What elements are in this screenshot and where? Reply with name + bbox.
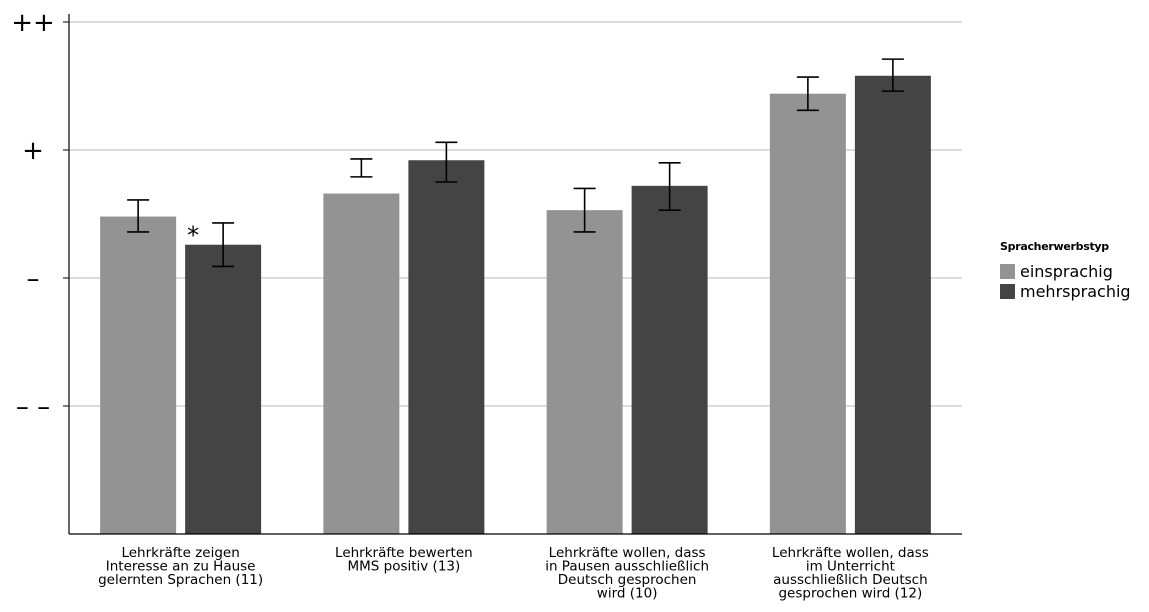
x-tick-label-line: Lehrkräfte bewerten xyxy=(335,545,473,561)
legend: Spracherwerbstyp einsprachig mehrsprachi… xyxy=(1000,240,1131,301)
bar-einsprachig-2 xyxy=(323,193,400,534)
legend-swatch-mehrsprachig xyxy=(1000,283,1015,299)
bar-einsprachig-3 xyxy=(546,210,623,534)
x-tick-label-line: Deutsch gesprochen xyxy=(558,572,697,588)
x-tick-label: Lehrkräfte wollen, dass im Unterricht auss… xyxy=(772,545,929,602)
significance-marker: * xyxy=(187,222,199,250)
x-tick-label-line: gelernten Sprachen (11) xyxy=(98,572,263,588)
x-tick-label-line: MMS positiv (13) xyxy=(347,559,460,575)
y-tick-label: – xyxy=(27,264,40,294)
bar-mehrsprachig-2 xyxy=(408,160,485,535)
x-tick-label: Lehrkräfte zeigen Interesse an zu Hause ge… xyxy=(98,545,263,588)
x-tick-label-line: Lehrkräfte zeigen xyxy=(121,545,239,561)
x-tick-label: Lehrkräfte bewerten MMS positiv (13) xyxy=(335,545,473,575)
bar-einsprachig-4 xyxy=(769,93,846,535)
bar-mehrsprachig-4 xyxy=(854,75,931,534)
x-tick-label-line: Interesse an zu Hause xyxy=(106,559,256,575)
legend-title: Spracherwerbstyp xyxy=(1000,240,1109,253)
legend-item-einsprachig: einsprachig xyxy=(1000,261,1131,281)
x-tick-label-line: Lehrkräfte wollen, dass xyxy=(549,545,706,561)
legend-swatch-einsprachig xyxy=(1000,263,1015,279)
bars xyxy=(100,75,931,535)
y-tick-label: + xyxy=(22,136,44,166)
x-tick-label-line: gesprochen wird (12) xyxy=(778,586,922,602)
y-tick-label: ++ xyxy=(11,8,55,38)
legend-label-einsprachig: einsprachig xyxy=(1020,261,1113,281)
x-tick-label-line: in Pausen ausschließlich xyxy=(545,559,709,575)
x-tick-label-line: Lehrkräfte wollen, dass xyxy=(772,545,929,561)
x-tick-labels: Lehrkräfte zeigen Interesse an zu Hause ge… xyxy=(98,545,929,602)
legend-label-mehrsprachig: mehrsprachig xyxy=(1020,281,1131,301)
y-tick-labels: – ––+++ xyxy=(11,8,55,422)
legend-item-mehrsprachig: mehrsprachig xyxy=(1000,281,1131,301)
annotations: * xyxy=(187,222,199,250)
x-tick-label-line: ausschließlich Deutsch xyxy=(773,572,928,588)
bar-einsprachig-1 xyxy=(100,216,177,534)
error-bars xyxy=(127,58,904,268)
bar-mehrsprachig-1 xyxy=(185,244,262,534)
x-tick-label-line: wird (10) xyxy=(597,586,658,602)
x-tick-label-line: im Unterricht xyxy=(806,559,895,575)
x-tick-label: Lehrkräfte wollen, dass in Pausen ausschl… xyxy=(545,545,709,602)
bar-mehrsprachig-3 xyxy=(631,185,708,534)
y-tick-label: – – xyxy=(16,392,50,422)
